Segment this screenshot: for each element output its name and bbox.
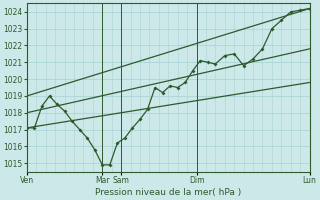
X-axis label: Pression niveau de la mer( hPa ): Pression niveau de la mer( hPa ) <box>95 188 241 197</box>
